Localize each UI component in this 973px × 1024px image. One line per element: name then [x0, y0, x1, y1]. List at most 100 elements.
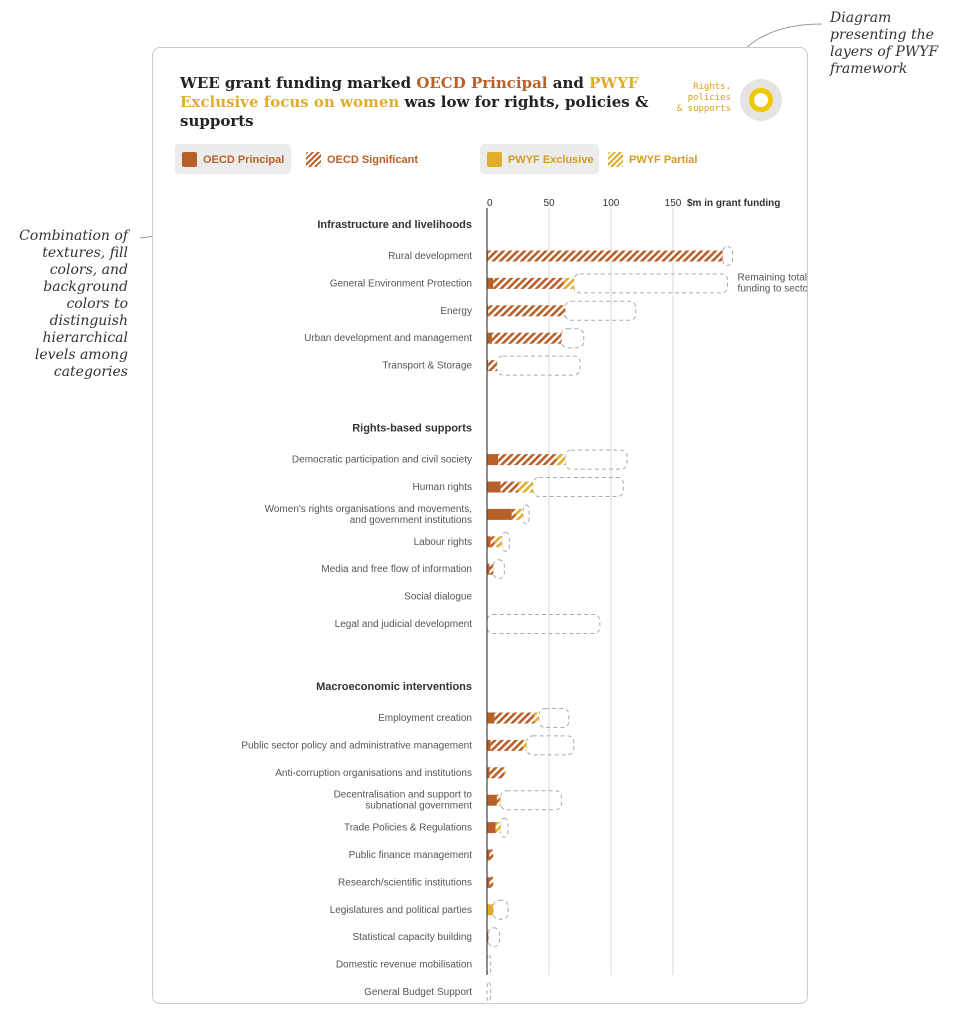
row-label: General Budget Support	[364, 987, 472, 998]
legend-pwyf-exclusive: PWYF Exclusive	[487, 152, 594, 167]
row-label: Transport & Storage	[382, 361, 472, 372]
row-label: Decentralisation and support to subnation…	[334, 790, 473, 812]
row-label: General Environment Protection	[330, 278, 472, 289]
row-label: Employment creation	[378, 713, 472, 724]
row-label: Social dialogue	[404, 592, 472, 603]
bar-oecd-principal	[487, 250, 489, 262]
bar-pwyf-partial	[515, 508, 523, 520]
bar-remaining-total	[722, 246, 734, 266]
group-label: Macroeconomic interventions	[316, 681, 472, 693]
bar-pwyf-partial	[494, 536, 502, 548]
bar-remaining-total	[522, 504, 530, 525]
tick-label-100: 100	[603, 198, 620, 209]
bar-oecd-principal	[487, 794, 497, 806]
bar-pwyf-partial	[518, 481, 533, 493]
row-label: Human rights	[413, 482, 472, 493]
row-label: Rural development	[388, 251, 472, 262]
annotation-framework: Diagram presenting the layers of PWYF fr…	[830, 10, 939, 77]
bar-oecd-significant	[488, 250, 723, 262]
row-label: Women's rights organisations and movemen…	[265, 504, 472, 526]
bar-remaining-total	[486, 614, 601, 634]
row-label: Research/scientific institutions	[338, 877, 472, 888]
bar-remaining-total	[486, 982, 492, 1002]
x-unit-label: $m in grant funding	[687, 198, 780, 209]
row-label: Domestic revenue mobilisation	[336, 960, 472, 971]
group-label: Infrastructure and livelihoods	[317, 219, 472, 231]
bar-chart: Infrastructure and livelihoods Rural deve…	[241, 198, 807, 1002]
legend-swatch-significant	[306, 152, 321, 167]
bar-oecd-significant	[489, 849, 494, 861]
legend-label-principal: OECD Principal	[203, 153, 285, 166]
bar-remaining-total	[564, 300, 637, 321]
bar-oecd-principal	[487, 277, 494, 289]
bar-oecd-principal	[487, 712, 495, 724]
group-label: Rights-based supports	[352, 423, 472, 435]
bar-oecd-significant	[490, 739, 523, 751]
bar-oecd-principal	[487, 931, 489, 943]
row-label: Statistical capacity building	[352, 932, 472, 943]
bar-remaining-total	[560, 328, 585, 349]
bar-pwyf-partial	[534, 712, 540, 724]
bar-pwyf-partial	[563, 277, 574, 289]
bar-oecd-principal	[487, 822, 496, 834]
row-label: Urban development and management	[304, 333, 472, 344]
bar-remaining-total	[526, 735, 575, 756]
bar-oecd-principal	[487, 481, 501, 493]
row-label: Energy	[440, 306, 472, 317]
bar-oecd-principal	[487, 536, 491, 548]
bar-oecd-principal	[487, 508, 512, 520]
bar-oecd-significant	[488, 305, 566, 317]
bar-remaining-total	[500, 790, 562, 811]
bar-pwyf-partial	[499, 794, 501, 806]
legend-swatch-partial	[608, 152, 623, 167]
tick-label-0: 0	[487, 198, 493, 209]
bar-remaining-total	[573, 273, 729, 294]
bar-oecd-significant	[490, 536, 495, 548]
legend-label-significant: OECD Significant	[327, 153, 419, 166]
bar-oecd-principal	[487, 563, 490, 575]
legend-label-exclusive: PWYF Exclusive	[508, 153, 594, 166]
bar-remaining-total	[501, 531, 510, 552]
bar-oecd-significant	[489, 876, 494, 888]
bar-remaining-total	[538, 708, 570, 728]
bar-oecd-significant	[498, 454, 557, 466]
framework-diagram: Rights, policies & supports	[663, 78, 783, 122]
legend-oecd-principal: OECD Principal	[182, 152, 284, 167]
legend-swatch-principal	[182, 152, 197, 167]
tick-label-150: 150	[665, 198, 682, 209]
bar-pwyf-partial	[556, 454, 566, 466]
title-highlight-exclusive: PWYF Exclusive focus on women	[180, 74, 639, 111]
bar-oecd-principal	[487, 739, 491, 751]
legend-label-partial: PWYF Partial	[629, 153, 698, 166]
bar-remaining-total	[487, 927, 500, 948]
framework-circle-icon	[740, 79, 782, 121]
bar-oecd-principal	[487, 332, 492, 344]
bar-oecd-significant	[488, 360, 497, 372]
bar-oecd-principal	[487, 849, 490, 861]
legend-swatch-exclusive	[487, 152, 502, 167]
bar-remaining-total	[492, 899, 509, 920]
bar-oecd-principal	[487, 876, 490, 888]
legend-oecd-significant: OECD Significant	[306, 152, 418, 167]
bar-oecd-significant	[493, 277, 564, 289]
bar-oecd-significant	[511, 508, 516, 520]
bar-remaining-total	[564, 449, 628, 470]
title-highlight-principal: OECD Principal	[416, 74, 548, 92]
row-label: Public finance management	[349, 850, 473, 861]
tick-label-50: 50	[543, 198, 555, 209]
row-label: Media and free flow of information	[321, 564, 472, 575]
bar-pwyf-partial	[522, 739, 527, 751]
legend-pwyf-partial: PWYF Partial	[608, 152, 697, 167]
row-label: Legal and judicial development	[335, 619, 473, 630]
row-label: Democratic participation and civil socie…	[292, 455, 472, 466]
bar-oecd-significant	[491, 332, 562, 344]
row-label: Public sector policy and administrative …	[241, 740, 472, 751]
bar-oecd-significant	[494, 712, 535, 724]
bar-remaining-total	[500, 817, 509, 838]
bar-oecd-significant	[500, 481, 518, 493]
chart-card: WEE grant funding marked OECD Principal …	[152, 47, 808, 1004]
bar-remaining-total	[492, 559, 505, 580]
framework-label: Rights, policies & supports	[676, 82, 731, 114]
bar-oecd-principal	[487, 454, 499, 466]
